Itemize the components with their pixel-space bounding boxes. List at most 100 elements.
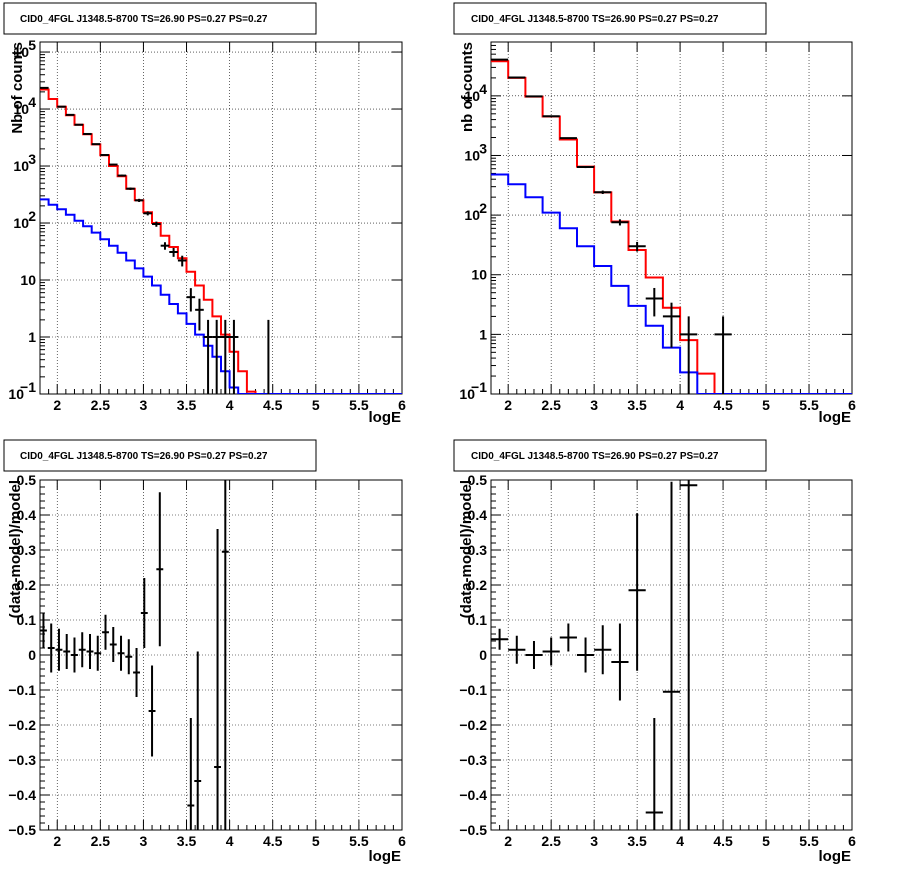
y-tick-label: 0.5 xyxy=(468,472,488,488)
y-tick-exponent: 4 xyxy=(479,81,487,97)
x-tick-label: 3.5 xyxy=(177,833,197,849)
y-tick-label: 10 xyxy=(464,147,480,163)
chart-title: CID0_4FGL J1348.5-8700 TS=26.90 PS=0.27 … xyxy=(20,451,268,462)
y-tick-label: −0.3 xyxy=(459,752,487,768)
y-tick-label: 10 xyxy=(13,215,29,231)
y-tick-label: 1 xyxy=(28,329,36,345)
y-axis-label: (data-model)/model xyxy=(7,480,24,618)
x-tick-label: 5 xyxy=(312,833,320,849)
x-tick-label: 2 xyxy=(504,397,512,413)
y-tick-label: 10 xyxy=(459,386,475,402)
chart-title: CID0_4FGL J1348.5-8700 TS=26.90 PS=0.27 … xyxy=(20,14,268,25)
histogram-series xyxy=(40,198,402,394)
x-tick-label: 5 xyxy=(762,833,770,849)
x-tick-label: 4 xyxy=(226,833,234,849)
x-tick-label: 2 xyxy=(53,833,61,849)
y-tick-label: 1 xyxy=(479,326,487,342)
x-tick-label: 5.5 xyxy=(799,397,819,413)
y-tick-label: −0.3 xyxy=(8,752,36,768)
counts-panel-right: CID0_4FGL J1348.5-8700 TS=26.90 PS=0.27 … xyxy=(453,2,856,426)
x-tick-label: 6 xyxy=(398,397,406,413)
x-tick-label: 6 xyxy=(848,833,856,849)
y-tick-label: 0.1 xyxy=(17,612,37,628)
x-tick-label: 4 xyxy=(676,397,684,413)
x-tick-label: 2.5 xyxy=(91,833,111,849)
residual-panel-left: CID0_4FGL J1348.5-8700 TS=26.90 PS=0.27 … xyxy=(3,439,406,865)
x-tick-label: 2.5 xyxy=(541,397,561,413)
title-box xyxy=(3,2,317,35)
x-axis-label: logE xyxy=(819,848,852,865)
x-tick-label: 5 xyxy=(312,397,320,413)
y-tick-exponent: 5 xyxy=(28,37,36,53)
y-tick-exponent: −1 xyxy=(471,379,487,395)
title-box xyxy=(453,2,767,35)
y-tick-label: 10 xyxy=(20,272,36,288)
y-tick-label: 0.3 xyxy=(17,542,37,558)
y-tick-exponent: −1 xyxy=(20,379,36,395)
y-tick-exponent: 2 xyxy=(479,200,487,216)
y-tick-exponent: 4 xyxy=(28,94,36,110)
histogram-series xyxy=(491,60,716,394)
x-tick-label: 5.5 xyxy=(349,833,369,849)
y-tick-label: 10 xyxy=(464,207,480,223)
data-layer xyxy=(491,58,852,394)
y-tick-label: 0.3 xyxy=(468,542,488,558)
x-tick-label: 4.5 xyxy=(713,397,733,413)
x-tick-label: 3 xyxy=(590,833,598,849)
histogram-series xyxy=(491,173,852,394)
x-tick-label: 4 xyxy=(226,397,234,413)
y-tick-label: 0 xyxy=(479,647,487,663)
y-tick-label: 10 xyxy=(13,44,29,60)
y-tick-label: −0.5 xyxy=(459,822,487,838)
y-tick-exponent: 2 xyxy=(28,208,36,224)
y-tick-label: 10 xyxy=(13,101,29,117)
y-tick-label: −0.2 xyxy=(459,717,487,733)
y-axis-label: Nb of counts xyxy=(9,42,26,134)
x-axis-label: logE xyxy=(369,848,402,865)
histogram-series xyxy=(40,88,257,394)
x-tick-label: 4.5 xyxy=(263,833,283,849)
title-box xyxy=(453,439,767,472)
y-tick-label: 0.4 xyxy=(17,507,37,523)
x-tick-label: 3.5 xyxy=(627,833,647,849)
data-layer xyxy=(40,480,229,830)
chart-title: CID0_4FGL J1348.5-8700 TS=26.90 PS=0.27 … xyxy=(471,451,719,462)
y-tick-label: 10 xyxy=(8,386,24,402)
y-tick-label: −0.1 xyxy=(8,682,36,698)
y-tick-label: −0.5 xyxy=(8,822,36,838)
x-tick-label: 4.5 xyxy=(713,833,733,849)
y-tick-label: 10 xyxy=(13,158,29,174)
counts-panel-left: CID0_4FGL J1348.5-8700 TS=26.90 PS=0.27 … xyxy=(3,2,406,426)
y-tick-label: −0.4 xyxy=(8,787,36,803)
data-layer xyxy=(491,480,698,830)
y-tick-label: −0.4 xyxy=(459,787,487,803)
y-tick-label: 0.4 xyxy=(468,507,488,523)
x-tick-label: 6 xyxy=(398,833,406,849)
x-tick-label: 3 xyxy=(140,397,148,413)
x-tick-label: 2.5 xyxy=(91,397,111,413)
x-axis-label: logE xyxy=(369,409,402,426)
y-tick-label: 0.1 xyxy=(468,612,488,628)
x-axis-label: logE xyxy=(819,409,852,426)
title-box xyxy=(3,439,317,472)
residual-panel-right: CID0_4FGL J1348.5-8700 TS=26.90 PS=0.27 … xyxy=(453,439,856,865)
x-tick-label: 2.5 xyxy=(541,833,561,849)
x-tick-label: 5 xyxy=(762,397,770,413)
x-tick-label: 6 xyxy=(848,397,856,413)
x-tick-label: 3.5 xyxy=(627,397,647,413)
y-axis-label: (data-model)/model xyxy=(458,480,475,618)
x-tick-label: 4.5 xyxy=(263,397,283,413)
y-tick-label: −0.1 xyxy=(459,682,487,698)
x-tick-label: 2 xyxy=(53,397,61,413)
x-tick-label: 3.5 xyxy=(177,397,197,413)
y-axis-label: nb of counts xyxy=(459,42,476,132)
y-tick-label: 0.5 xyxy=(17,472,37,488)
x-tick-label: 2 xyxy=(504,833,512,849)
y-tick-label: 0 xyxy=(28,647,36,663)
data-layer xyxy=(40,86,402,394)
y-tick-label: 0.2 xyxy=(468,577,488,593)
y-tick-label: 10 xyxy=(471,267,487,283)
x-tick-label: 3 xyxy=(590,397,598,413)
y-tick-label: 10 xyxy=(464,88,480,104)
